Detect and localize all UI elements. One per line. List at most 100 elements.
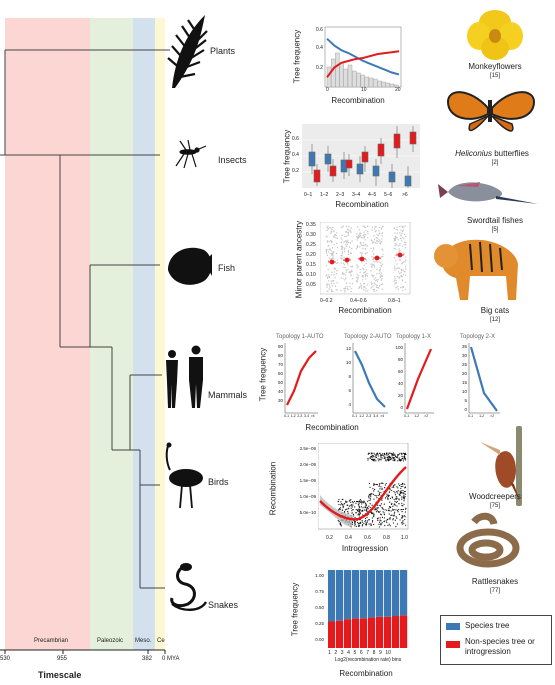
scatter-point bbox=[403, 453, 406, 456]
scatter-point bbox=[354, 516, 356, 519]
clade-label-fish: Fish bbox=[218, 263, 236, 273]
scatter-point bbox=[396, 523, 399, 525]
scatter-point bbox=[393, 267, 396, 269]
scatter-point bbox=[388, 513, 390, 515]
scatter-point bbox=[351, 240, 353, 242]
scatter-point bbox=[327, 225, 329, 227]
scatter-point bbox=[398, 502, 400, 505]
scatter-point bbox=[356, 279, 359, 281]
scatter-point bbox=[388, 491, 390, 493]
scatter-point bbox=[394, 455, 397, 457]
scatter-point bbox=[362, 509, 364, 511]
era-band-precambrian bbox=[5, 18, 90, 650]
scatter-point bbox=[379, 452, 381, 454]
scatter-point bbox=[371, 455, 373, 457]
scatter-point bbox=[347, 231, 350, 234]
fish-xlabel: Recombination bbox=[338, 306, 392, 315]
scatter-point bbox=[397, 511, 399, 513]
non-species-tree-bar bbox=[336, 620, 344, 648]
scatter-point bbox=[395, 228, 397, 231]
scatter-point bbox=[378, 458, 380, 460]
scatter-point bbox=[396, 492, 399, 494]
scatter-point bbox=[347, 511, 349, 513]
scatter-point bbox=[328, 274, 330, 276]
scatter-point bbox=[404, 225, 406, 227]
scatter-point bbox=[383, 452, 386, 454]
insect-silhouette bbox=[175, 139, 207, 169]
scatter-point bbox=[378, 230, 380, 232]
scatter-point bbox=[344, 279, 346, 281]
scatter-point bbox=[344, 509, 347, 511]
scatter-point bbox=[401, 454, 403, 456]
scatter-point bbox=[332, 251, 334, 253]
scatter-point bbox=[373, 228, 376, 230]
scatter-point bbox=[378, 526, 381, 528]
x-tick: >6 bbox=[402, 192, 408, 198]
birds-xlabel: Introgression bbox=[341, 544, 389, 553]
scatter-point bbox=[330, 250, 332, 252]
x-tick: 3–4 bbox=[352, 192, 361, 198]
scatter-point bbox=[387, 509, 390, 512]
clade-label-mammals: Mammals bbox=[208, 390, 248, 400]
species-tree-bar bbox=[344, 570, 352, 620]
scatter-point bbox=[350, 265, 352, 268]
scatter-point bbox=[381, 522, 383, 524]
scatter-point bbox=[381, 516, 384, 518]
scatter-point bbox=[401, 515, 403, 517]
scatter-point bbox=[373, 498, 375, 500]
scatter-point bbox=[341, 251, 344, 253]
scatter-point bbox=[343, 272, 345, 275]
scatter-point bbox=[370, 523, 372, 525]
scatter-point bbox=[332, 280, 335, 282]
scatter-point bbox=[346, 245, 348, 248]
scatter-point bbox=[383, 512, 385, 514]
scatter-point bbox=[328, 275, 330, 278]
scatter-point bbox=[375, 456, 378, 458]
scatter-point bbox=[403, 241, 406, 244]
scatter-point bbox=[404, 261, 406, 263]
scatter-point bbox=[378, 523, 380, 525]
scatter-point bbox=[344, 274, 346, 276]
scatter-point bbox=[391, 486, 393, 488]
scatter-point bbox=[376, 483, 378, 486]
scatter-point bbox=[370, 281, 372, 284]
scatter-point bbox=[403, 233, 406, 236]
scatter-point bbox=[348, 225, 350, 228]
scatter-point bbox=[399, 244, 401, 247]
scatter-point bbox=[387, 453, 390, 455]
scatter-point bbox=[400, 275, 402, 278]
introgression-fit-line bbox=[319, 466, 407, 521]
scatter-point bbox=[346, 241, 348, 243]
y-tick: 60 bbox=[277, 371, 283, 376]
scatter-point bbox=[368, 505, 370, 507]
species-tree-bar bbox=[384, 570, 392, 617]
scatter-point bbox=[376, 268, 378, 271]
scatter-point bbox=[347, 504, 349, 506]
scatter-point bbox=[350, 269, 353, 272]
scatter-point bbox=[326, 229, 328, 232]
plants-ylabel: Tree frequency bbox=[292, 29, 302, 84]
scatter-point bbox=[368, 497, 370, 499]
scatter-point bbox=[356, 267, 358, 269]
scatter-point bbox=[362, 514, 364, 516]
scatter-point bbox=[362, 242, 365, 244]
clade-label-birds: Birds bbox=[208, 477, 229, 487]
scatter-point bbox=[376, 273, 378, 275]
scatter-point bbox=[366, 521, 368, 523]
scatter-point bbox=[347, 229, 350, 231]
scatter-point bbox=[395, 456, 398, 458]
scatter-point bbox=[372, 459, 374, 461]
scatter-point bbox=[360, 506, 363, 508]
topology-line bbox=[469, 346, 498, 412]
x-tick: >2 bbox=[424, 414, 429, 418]
era-band-mesozoic bbox=[133, 18, 155, 650]
scatter-point bbox=[393, 508, 395, 511]
scatter-point bbox=[362, 267, 364, 270]
scatter-point bbox=[375, 229, 377, 232]
scatter-point bbox=[380, 453, 382, 455]
scatter-point bbox=[367, 459, 369, 461]
scatter-point bbox=[378, 517, 380, 519]
scatter-point bbox=[380, 503, 383, 505]
scatter-point bbox=[372, 258, 374, 261]
scatter-point bbox=[398, 513, 401, 515]
